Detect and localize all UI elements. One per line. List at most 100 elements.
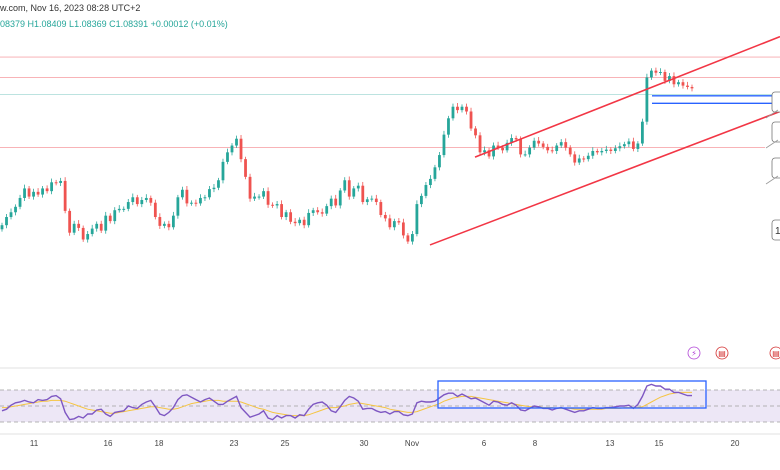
rsi-band <box>0 390 780 422</box>
candle-body <box>221 161 225 181</box>
us-flag-icon-2: ▤ <box>772 349 780 358</box>
candle-body <box>492 145 495 157</box>
candle-body <box>600 150 604 153</box>
candle-body <box>190 202 193 204</box>
candle-body <box>104 215 108 231</box>
candle-body <box>253 196 256 199</box>
candle-body <box>212 187 216 190</box>
candle-body <box>356 185 360 189</box>
candle-body <box>460 106 464 111</box>
candle-body <box>352 188 356 197</box>
right-marker-1 <box>771 91 780 113</box>
candle-body <box>108 215 112 222</box>
candle-body <box>681 82 685 86</box>
candle-body <box>36 191 40 195</box>
us-flag-icon-2-ring <box>769 346 780 360</box>
candle-body <box>248 176 252 199</box>
candle-body <box>180 189 184 198</box>
x-tick-label: 20 <box>731 439 740 448</box>
price-channel <box>429 35 780 246</box>
x-tick-label: 23 <box>230 439 239 448</box>
candle-body <box>244 159 247 177</box>
right-marker-4 <box>771 219 780 241</box>
candle-body <box>663 72 667 81</box>
candle-body <box>388 218 392 228</box>
rsi-line <box>1 383 692 421</box>
event-markers: ⚡ ▤ ▤ <box>687 346 780 360</box>
candle-body <box>266 191 270 205</box>
candle-body <box>519 139 523 155</box>
candle-body <box>383 214 387 219</box>
candle-body <box>41 188 44 195</box>
candle-body <box>424 185 428 196</box>
candle-body <box>293 221 297 224</box>
candle-body <box>501 147 504 151</box>
candle-body <box>528 147 532 155</box>
candle-body <box>176 197 180 216</box>
candle-body <box>50 182 54 192</box>
candle-body <box>320 212 324 214</box>
candle-body <box>677 82 680 85</box>
x-tick-label: 11 <box>30 439 39 448</box>
candle-body <box>447 118 450 135</box>
candles <box>0 67 694 245</box>
channel-lower-line <box>429 110 780 246</box>
candle-body <box>573 154 577 163</box>
candle-body <box>550 150 554 152</box>
candle-body <box>311 210 315 213</box>
right-marker-2 <box>771 121 780 143</box>
range-box-lines <box>652 95 780 104</box>
candle-body <box>622 144 626 147</box>
candle-body <box>239 138 243 160</box>
right-marker-1-tick <box>765 109 779 119</box>
candle-body <box>559 142 563 146</box>
candle-body <box>122 208 126 210</box>
candle-body <box>618 146 622 149</box>
candle-body <box>194 202 198 204</box>
candle-body <box>627 141 631 145</box>
candle-body <box>613 148 617 151</box>
candle-body <box>185 189 189 204</box>
candle-body <box>392 221 396 228</box>
right-marker-label: 1 <box>775 226 780 237</box>
candle-body <box>672 76 676 85</box>
candle-body <box>604 149 608 151</box>
candle-body <box>23 188 26 198</box>
candle-body <box>144 197 148 200</box>
candle-body <box>203 197 207 199</box>
candle-body <box>465 106 468 112</box>
candle-body <box>158 217 162 226</box>
candle-body <box>18 197 22 207</box>
candle-body <box>262 191 265 197</box>
candle-body <box>284 212 288 218</box>
candle-body <box>0 225 4 230</box>
candle-body <box>438 155 441 168</box>
candle-body <box>54 182 58 184</box>
candle-body <box>5 217 8 226</box>
candle-body <box>361 185 365 203</box>
candle-body <box>347 180 351 197</box>
candle-body <box>86 234 90 240</box>
candle-body <box>374 198 378 203</box>
candle-body <box>415 204 419 235</box>
x-tick-label: 16 <box>104 439 113 448</box>
candle-body <box>420 195 423 205</box>
candle-body <box>167 223 171 228</box>
us-flag-icon: ▤ <box>718 349 726 358</box>
candle-body <box>90 228 94 235</box>
rsi-ma-line <box>2 391 692 417</box>
candle-body <box>582 158 586 160</box>
candle-body <box>406 235 410 242</box>
x-tick-label: 15 <box>655 439 664 448</box>
candle-body <box>316 210 320 213</box>
candle-body <box>410 234 414 242</box>
candle-body <box>325 206 329 214</box>
candle-body <box>257 196 261 198</box>
candle-body <box>474 128 477 136</box>
candle-body <box>577 158 581 163</box>
candle-body <box>645 77 649 122</box>
candle-body <box>135 197 139 205</box>
candle-body <box>81 227 85 240</box>
